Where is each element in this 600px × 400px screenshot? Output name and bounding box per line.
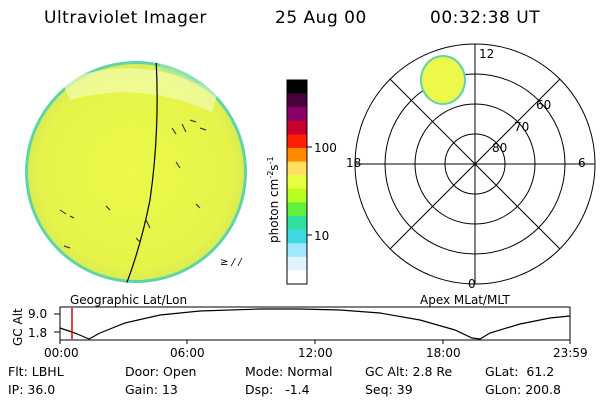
colorbar-label-100: 100 [314, 141, 337, 155]
colorbar-stripe [287, 120, 307, 135]
colorbar-stripe [287, 80, 307, 95]
instrument-title: Ultraviolet Imager [44, 8, 207, 28]
altitude-xtick-0: 00:00 [44, 346, 79, 360]
mlt-label-18: 18 [346, 156, 362, 170]
earth-disk-image [25, 61, 247, 283]
colorbar-stripe [287, 270, 307, 285]
info-seq: Seq: 39 [365, 382, 413, 397]
colorbar-stripe [287, 93, 307, 108]
colorbar-unit-label: photon cm-2s-1 [266, 156, 281, 243]
info-glat: GLat: 61.2 [485, 364, 555, 379]
apex-caption: Apex MLat/MLT [420, 293, 510, 307]
altitude-curve [59, 308, 571, 340]
info-ip: IP: 36.0 [8, 382, 56, 397]
geographic-caption: Geographic Lat/Lon [70, 293, 188, 307]
altitude-xtick-3: 18:00 [426, 346, 461, 360]
colorbar-label-10: 10 [314, 229, 330, 243]
colorbar-stripe [287, 107, 307, 122]
altitude-ylabel: GC Alt [11, 308, 25, 346]
altitude-ytick-bottom: 1.8 [28, 326, 48, 340]
info-glon: GLon: 200.8 [485, 382, 561, 397]
mlat-label-80: 80 [492, 141, 508, 155]
corner-mark: ≥ / / [220, 257, 242, 268]
colorbar-stripe [287, 134, 307, 149]
colorbar-stripe [287, 161, 307, 176]
mlt-label-6: 6 [578, 156, 586, 170]
mlat-label-70: 70 [514, 120, 530, 134]
mlat-label-60: 60 [536, 98, 552, 112]
mlt-label-0: 0 [468, 277, 476, 291]
altitude-ytick-top: 9.0 [28, 307, 48, 321]
info-filter: Flt: LBHL [8, 364, 64, 379]
altitude-plot-frame [59, 306, 571, 341]
auroral-oval-blob [420, 55, 466, 105]
colorbar-stripe [287, 188, 307, 203]
info-dsp: Dsp: -1.4 [245, 382, 310, 397]
altitude-xtick-2: 12:00 [298, 346, 333, 360]
info-gc-alt: GC Alt: 2.8 Re [365, 364, 453, 379]
altitude-plot [54, 306, 571, 344]
colorbar-stripe [287, 175, 307, 190]
colorbar-stripe [287, 243, 307, 258]
info-mode: Mode: Normal [245, 364, 333, 379]
altitude-xtick-1: 06:00 [170, 346, 205, 360]
colorbar-stripe [287, 148, 307, 163]
colorbar-stripe [287, 256, 307, 271]
colorbar-stripe [287, 229, 307, 244]
colorbar-stripe [287, 202, 307, 217]
colorbar-stripe [287, 216, 307, 231]
info-gain: Gain: 13 [125, 382, 178, 397]
diagonal-2 [389, 78, 561, 250]
date-label: 25 Aug 00 [275, 8, 367, 28]
polar-grid [354, 43, 596, 285]
info-door: Door: Open [125, 364, 197, 379]
terminator-line [123, 61, 158, 283]
time-label: 00:32:38 UT [430, 8, 541, 28]
colorbar [286, 79, 312, 285]
mlt-label-12: 12 [479, 47, 495, 61]
altitude-xtick-4: 23:59 [553, 346, 588, 360]
